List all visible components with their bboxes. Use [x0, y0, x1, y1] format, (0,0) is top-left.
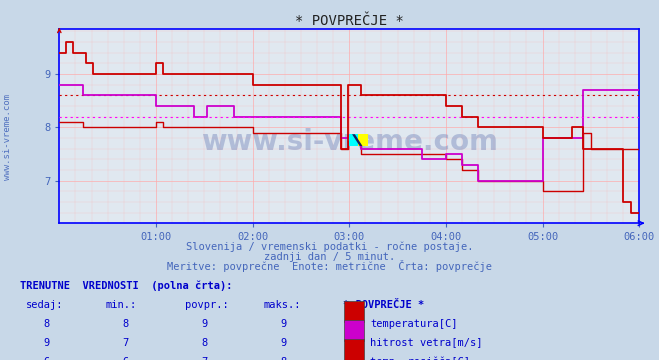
- Text: 9: 9: [43, 338, 49, 347]
- Text: TRENUTNE  VREDNOSTI  (polna črta):: TRENUTNE VREDNOSTI (polna črta):: [20, 280, 232, 291]
- Text: 6: 6: [43, 356, 49, 360]
- Text: temp. rosišča[C]: temp. rosišča[C]: [370, 356, 471, 360]
- Polygon shape: [352, 134, 362, 146]
- Text: 9: 9: [280, 319, 287, 329]
- Text: sedaj:: sedaj:: [26, 300, 64, 310]
- Text: 6: 6: [122, 356, 129, 360]
- Bar: [344, 320, 364, 341]
- Text: hitrost vetra[m/s]: hitrost vetra[m/s]: [370, 338, 483, 347]
- Text: 7: 7: [122, 338, 129, 347]
- Text: Meritve: povprečne  Enote: metrične  Črta: povprečje: Meritve: povprečne Enote: metrične Črta:…: [167, 260, 492, 272]
- Text: Slovenija / vremenski podatki - ročne postaje.: Slovenija / vremenski podatki - ročne po…: [186, 242, 473, 252]
- Text: maks.:: maks.:: [264, 300, 301, 310]
- Title: * POVPREČJE *: * POVPREČJE *: [295, 14, 404, 28]
- Bar: [344, 301, 364, 322]
- Text: 9: 9: [280, 338, 287, 347]
- Text: 7: 7: [201, 356, 208, 360]
- Text: www.si-vreme.com: www.si-vreme.com: [3, 94, 13, 180]
- Text: 8: 8: [280, 356, 287, 360]
- Bar: [358, 134, 368, 146]
- Text: * POVPREČJE *: * POVPREČJE *: [343, 300, 424, 310]
- Text: zadnji dan / 5 minut.: zadnji dan / 5 minut.: [264, 252, 395, 262]
- Bar: [344, 339, 364, 360]
- Text: 9: 9: [201, 319, 208, 329]
- Text: min.:: min.:: [105, 300, 136, 310]
- Text: 8: 8: [122, 319, 129, 329]
- Text: temperatura[C]: temperatura[C]: [370, 319, 458, 329]
- Bar: [349, 134, 358, 146]
- Text: 8: 8: [43, 319, 49, 329]
- Text: www.si-vreme.com: www.si-vreme.com: [201, 127, 498, 156]
- Text: 8: 8: [201, 338, 208, 347]
- Text: povpr.:: povpr.:: [185, 300, 228, 310]
